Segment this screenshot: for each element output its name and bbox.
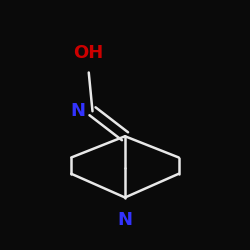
Text: N: N — [70, 102, 85, 120]
Text: N: N — [118, 211, 132, 229]
Text: OH: OH — [74, 44, 104, 62]
